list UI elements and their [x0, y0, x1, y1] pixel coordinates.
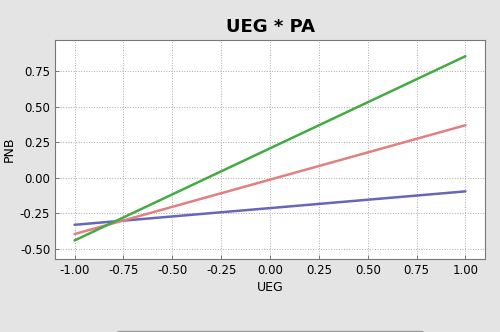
Title: UEG * PA: UEG * PA — [226, 18, 314, 36]
X-axis label: UEG: UEG — [256, 281, 283, 294]
Y-axis label: PNB: PNB — [2, 137, 16, 162]
Legend: PA at -1 SD, PA at Mean, PA at +1 SD: PA at -1 SD, PA at Mean, PA at +1 SD — [116, 331, 424, 332]
